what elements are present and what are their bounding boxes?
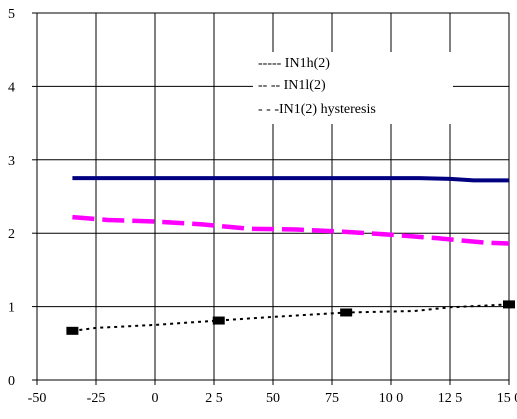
- legend: ----- IN1h(2) -- -- IN1l(2) - - -IN1(2) …: [253, 52, 453, 124]
- series-3-marker-0: [66, 326, 79, 335]
- x-tick-label-8: 15 0: [497, 391, 517, 406]
- legend-background: [253, 52, 453, 124]
- x-tick-label-0: -50: [28, 391, 47, 406]
- x-tick-label-1: -25: [87, 391, 106, 406]
- series-line-3: [72, 303, 510, 332]
- x-tick-label-4: 50: [266, 391, 280, 406]
- series-line-1: [72, 176, 509, 183]
- y-tick-label-0: 0: [8, 374, 15, 389]
- x-tick-label-5: 75: [325, 391, 339, 406]
- y-tick-label-4: 4: [8, 80, 15, 95]
- x-tick-label-7: 12 5: [438, 391, 463, 406]
- x-tick-label-6: 10 0: [379, 391, 404, 406]
- axes: [32, 12, 510, 385]
- legend-entry-3: - - -IN1(2) hysteresis: [258, 102, 376, 117]
- series-3-marker-3: [503, 300, 515, 309]
- series-area: [66, 176, 515, 335]
- y-tick-label-3: 3: [8, 154, 15, 169]
- series-3-marker-2: [340, 308, 353, 317]
- series-line-2: [72, 214, 510, 246]
- y-tick-label-2: 2: [8, 227, 15, 242]
- y-tick-label-5: 5: [8, 7, 15, 22]
- x-tick-label-3: 2 5: [205, 391, 223, 406]
- series-3-marker-1: [212, 316, 225, 325]
- legend-entry-1: ----- IN1h(2): [258, 56, 330, 71]
- legend-entry-2: -- -- IN1l(2): [258, 78, 326, 93]
- x-tick-label-2: 0: [152, 391, 159, 406]
- y-tick-label-1: 1: [8, 301, 15, 316]
